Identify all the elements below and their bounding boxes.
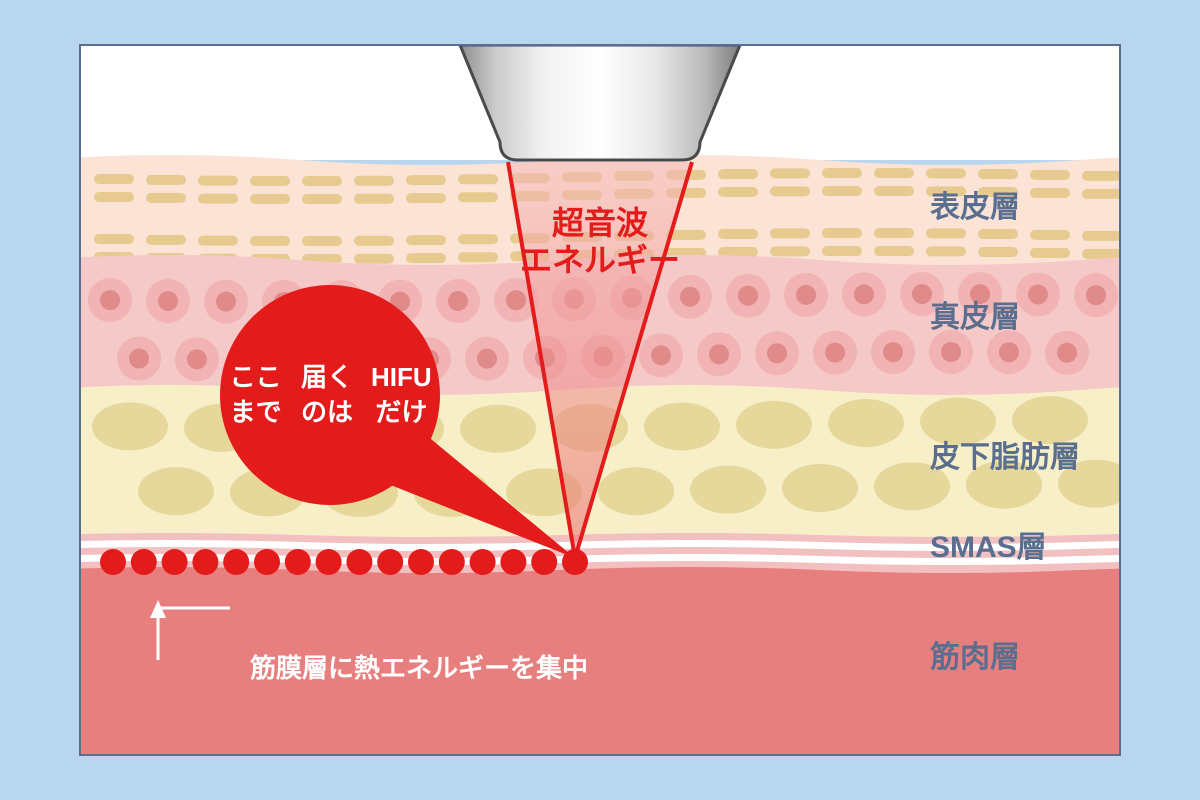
label-epidermis: 表皮層 <box>930 182 1020 226</box>
label-muscle: 筋肉層 <box>930 632 1020 676</box>
bubble-line-1: 届くのは <box>291 360 362 430</box>
energy-label: 超音波エネルギー <box>490 205 710 279</box>
label-subcut: 皮下脂肪層 <box>930 432 1080 476</box>
smas-caption: 筋膜層に熱エネルギーを集中 <box>250 648 588 685</box>
label-smas: SMAS層 <box>930 522 1047 566</box>
label-dermis: 真皮層 <box>930 292 1020 336</box>
hifu-bubble: ここまで届くのはHIFUだけ <box>220 285 440 505</box>
energy-label-line2: エネルギー <box>520 242 680 278</box>
energy-label-line1: 超音波 <box>552 205 648 241</box>
bubble-line-0: ここまで <box>220 360 291 430</box>
bubble-line-2: HIFUだけ <box>363 360 440 430</box>
